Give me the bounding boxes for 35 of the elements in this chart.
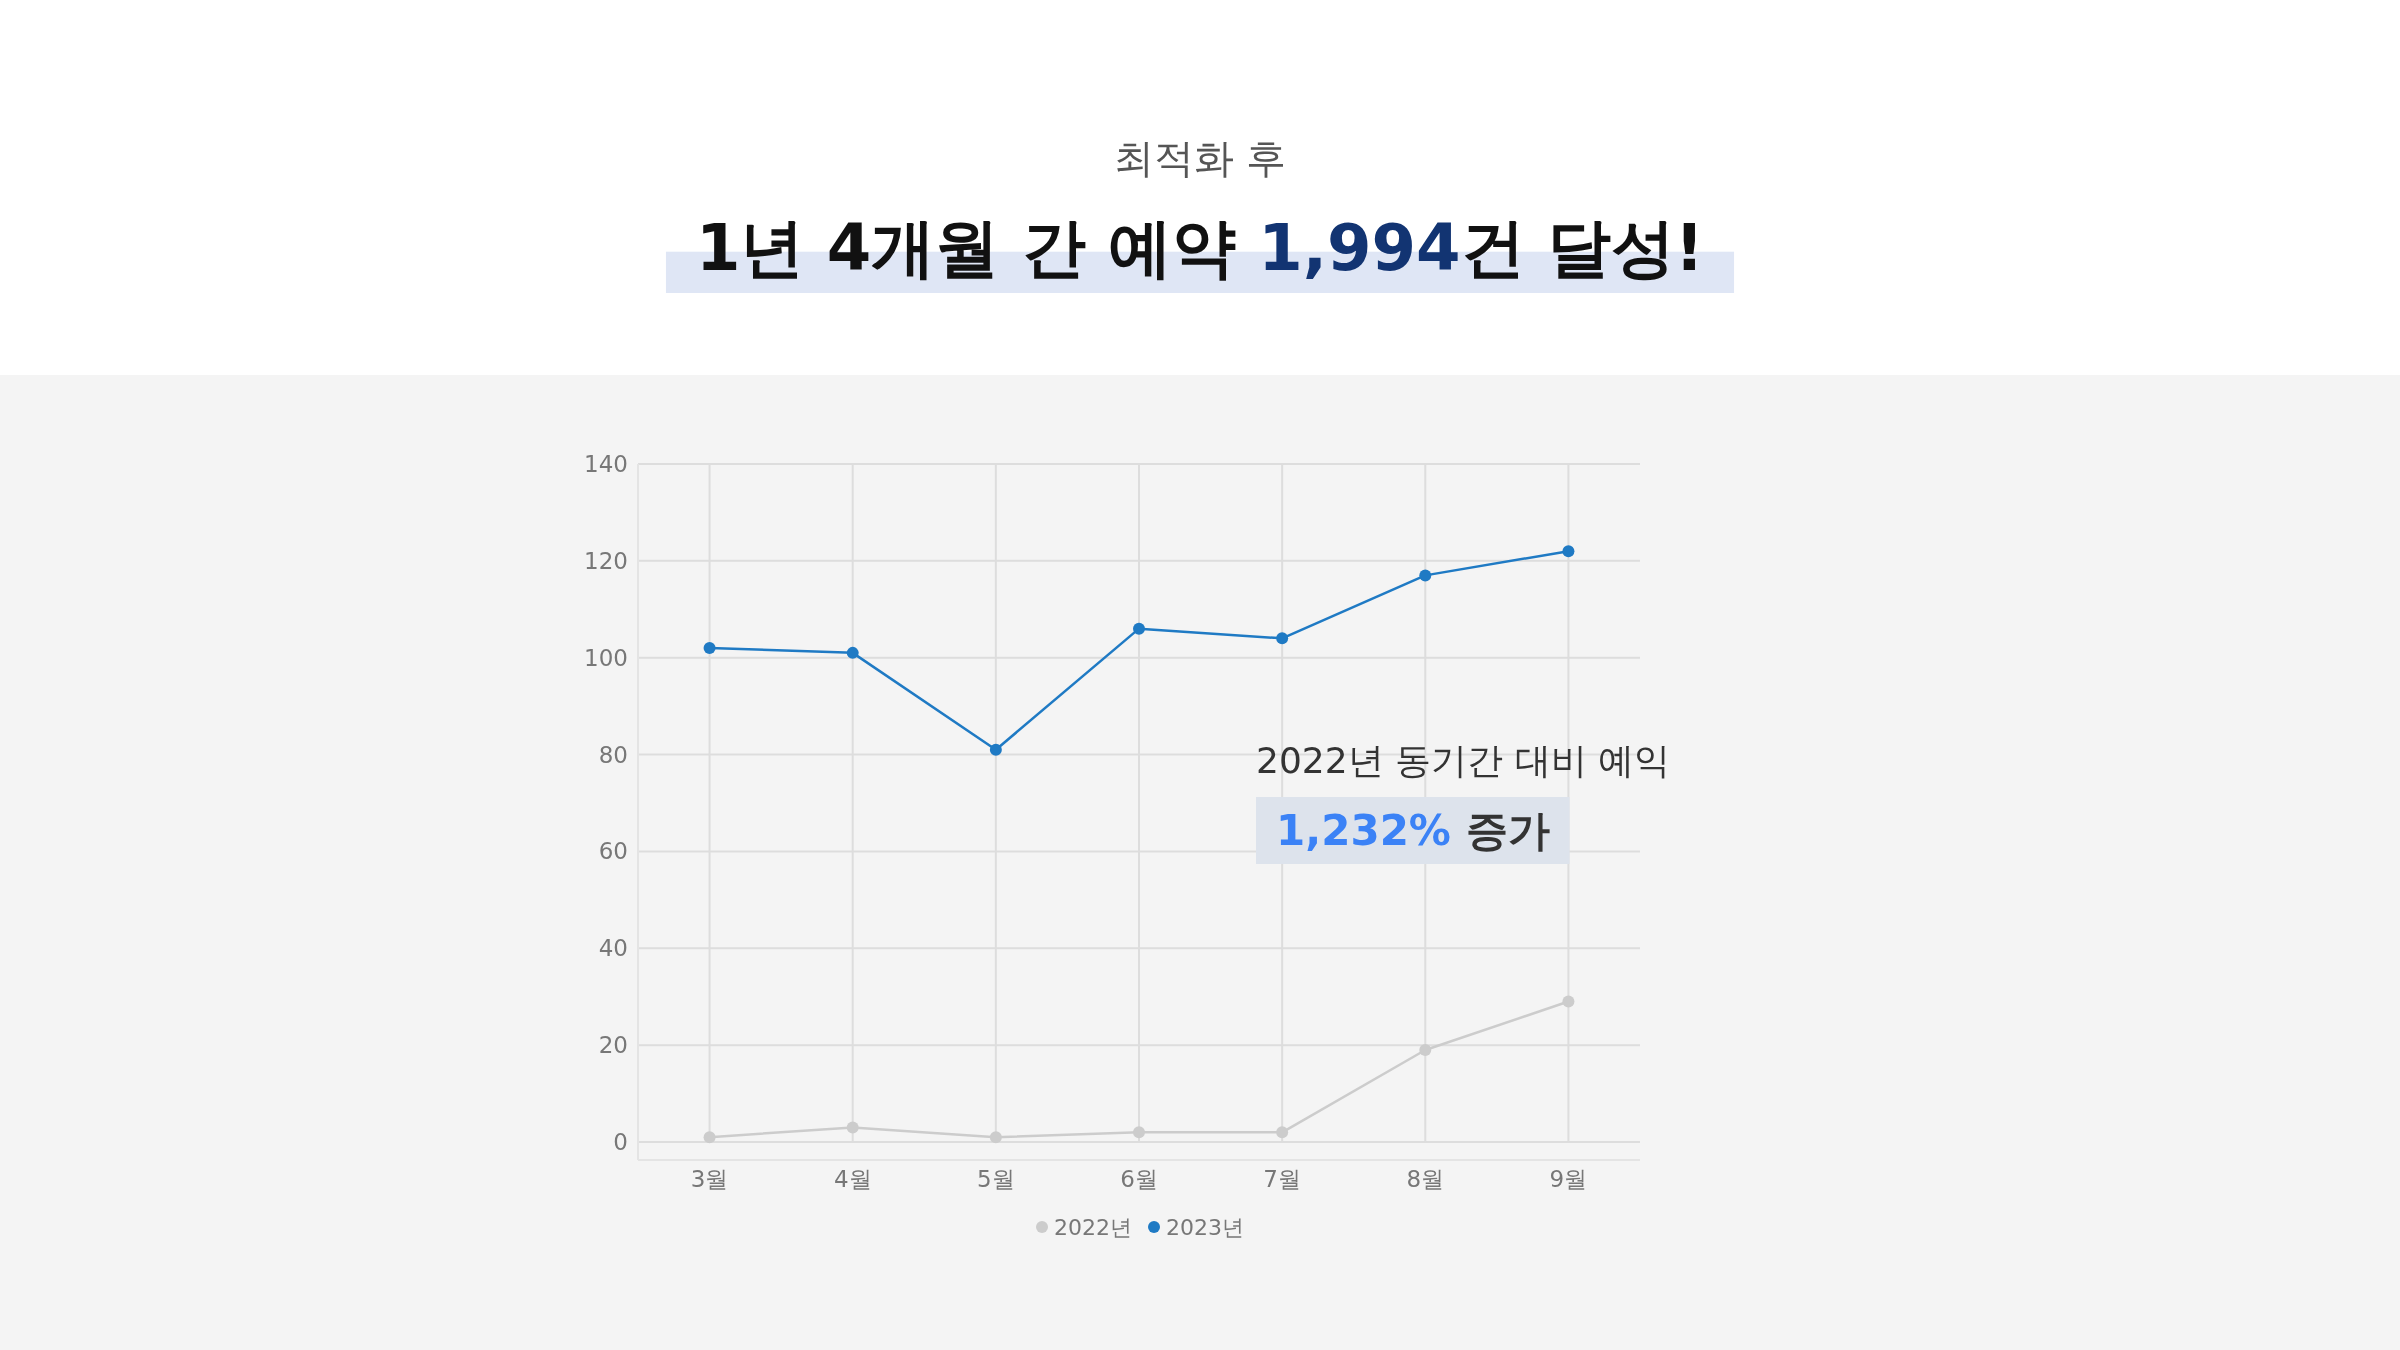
x-tick-label: 6월 (1120, 1166, 1158, 1192)
x-tick-label: 7월 (1263, 1166, 1301, 1192)
point (846, 1121, 859, 1134)
point (1562, 995, 1575, 1008)
x-tick-label: 9월 (1549, 1166, 1588, 1192)
point (1562, 545, 1575, 558)
y-tick-label: 100 (584, 644, 628, 671)
point (989, 1131, 1002, 1144)
point (1133, 622, 1145, 635)
y-tick-label: 140 (584, 451, 628, 477)
annotation: 2022년 동기간 대비 예익 (1256, 740, 1670, 781)
y-tick-label: 120 (584, 547, 628, 574)
point (703, 642, 716, 655)
y-tick-label: 60 (598, 838, 628, 865)
point (846, 646, 859, 659)
point (1276, 632, 1289, 645)
chart-title: 1년 4개월 간 예약 1,994건 달성! (695, 211, 1705, 285)
point (989, 743, 1002, 756)
point (703, 1131, 716, 1144)
y-tick-label: 40 (598, 935, 628, 962)
x-tick-label: 8월 (1406, 1166, 1445, 1192)
x-tick-label: 5월 (977, 1166, 1015, 1192)
y-tick-label: 20 (598, 1032, 628, 1059)
point (1419, 569, 1432, 582)
point (1133, 1126, 1145, 1139)
x-tick-label: 4월 (833, 1166, 872, 1192)
legend-label: 2022년 (1054, 1215, 1132, 1240)
chart-subtitle: 최적화 후 (1113, 135, 1287, 181)
y-tick-label: 0 (613, 1129, 628, 1155)
legend-label: 2023년 (1166, 1215, 1244, 1240)
annotation: 1,232% 증가 (1276, 806, 1550, 855)
point (1276, 1126, 1289, 1139)
point (1419, 1043, 1432, 1056)
y-tick-label: 80 (598, 741, 628, 768)
x-tick-label: 3월 (690, 1166, 729, 1192)
